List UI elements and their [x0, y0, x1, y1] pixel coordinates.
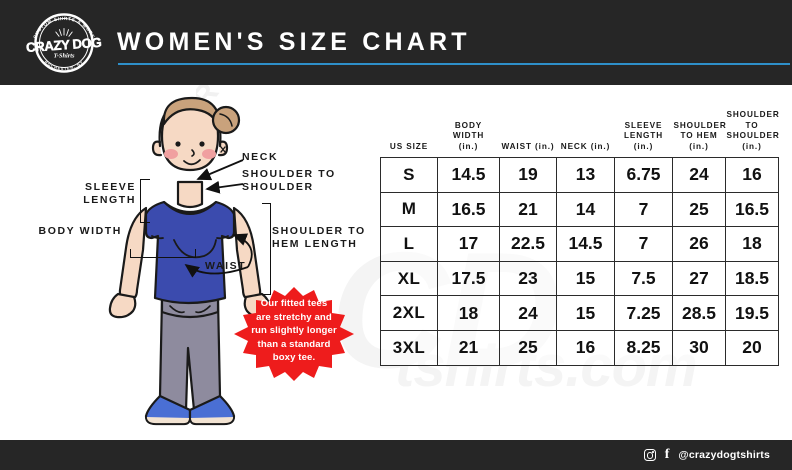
footer-bar: f @crazydogtshirts: [0, 440, 792, 470]
social-handle[interactable]: @crazydogtshirts: [678, 449, 770, 461]
cell-neck: 14: [556, 191, 615, 228]
cell-body-width: 17.5: [437, 260, 500, 297]
label-neck: NECK: [242, 151, 279, 163]
fit-note-line-4: than a standard: [257, 338, 331, 350]
cell-sleeve-length: 6.75: [614, 157, 673, 193]
cell-sleeve-length: 7.5: [614, 260, 673, 297]
cell-shoulder-to-hem: 30: [672, 329, 726, 366]
cell-shoulder-to-shoulder: 19.5: [725, 295, 779, 331]
size-chart-table: US SIZE BODY WIDTH (in.) WAIST (in.) NEC…: [380, 110, 779, 366]
cell-body-width: 14.5: [437, 157, 500, 193]
bracket-body-width: [130, 249, 196, 258]
cell-sleeve-length: 7.25: [614, 295, 673, 331]
table-head: US SIZE BODY WIDTH (in.) WAIST (in.) NEC…: [381, 110, 779, 158]
cell-shoulder-to-shoulder: 18.5: [725, 260, 779, 297]
svg-text:T-Shirts: T-Shirts: [53, 53, 75, 60]
crazy-dog-logo: CUSTOM SHIRTS & MORE ROCHESTER, NY CRAZY…: [25, 13, 103, 73]
fit-note-line-3: run slightly longer: [251, 325, 337, 337]
fit-note-text: Our fitted tees are stretchy and run sli…: [228, 297, 360, 365]
col-header-waist: WAIST (in.): [501, 141, 555, 151]
cell-waist: 25: [499, 329, 557, 366]
col-header-neck: NECK (in.): [560, 141, 611, 151]
cell-body-width: 17: [437, 226, 500, 262]
table-row: 2XL 18 24 15 7.25 28.5 19.5: [380, 295, 779, 331]
cell-shoulder-to-hem: 28.5: [672, 295, 726, 331]
cell-shoulder-to-shoulder: 16.5: [725, 191, 779, 228]
instagram-icon[interactable]: [643, 449, 656, 461]
table-body: S 14.5 19 13 6.75 24 16 M 16.5 21 14 7 2…: [380, 157, 779, 366]
cell-neck: 16: [556, 329, 615, 366]
table-row: S 14.5 19 13 6.75 24 16: [380, 157, 779, 193]
title-accent-rule: [118, 63, 790, 65]
bracket-sleeve-length: [140, 179, 150, 223]
social-links: f @crazydogtshirts: [643, 440, 770, 470]
cell-neck: 15: [556, 260, 615, 297]
svg-text:CRAZY DOG: CRAZY DOG: [26, 35, 102, 55]
fit-note-line-5: boxy tee.: [272, 352, 316, 364]
table-row: XL 17.5 23 15 7.5 27 18.5: [380, 260, 779, 297]
table-header-row: US SIZE BODY WIDTH (in.) WAIST (in.) NEC…: [381, 110, 779, 158]
cell-neck: 15: [556, 295, 615, 331]
cell-size: 2XL: [380, 295, 438, 331]
fit-note-starburst: [234, 287, 354, 381]
cell-shoulder-to-hem: 26: [672, 226, 726, 262]
cell-shoulder-to-hem: 24: [672, 157, 726, 193]
col-header-body-width: BODY WIDTH (in.): [452, 120, 485, 151]
cell-sleeve-length: 8.25: [614, 329, 673, 366]
cell-waist: 23: [499, 260, 557, 297]
label-sleeve-length: SLEEVE LENGTH: [83, 181, 136, 206]
woman-figure-illustration: [90, 90, 290, 435]
cell-neck: 13: [556, 157, 615, 193]
cell-shoulder-to-hem: 27: [672, 260, 726, 297]
page-title: WOMEN'S SIZE CHART: [117, 28, 471, 56]
cell-body-width: 16.5: [437, 191, 500, 228]
label-shoulder-to-shoulder: SHOULDER TO SHOULDER: [242, 168, 336, 193]
cell-size: 3XL: [380, 329, 438, 366]
cell-shoulder-to-hem: 25: [672, 191, 726, 228]
cell-sleeve-length: 7: [614, 191, 673, 228]
fit-note-line-1: Our fitted tees: [260, 298, 328, 309]
cell-size: S: [380, 157, 438, 193]
cell-sleeve-length: 7: [614, 226, 673, 262]
cell-waist: 24: [499, 295, 557, 331]
col-header-us-size: US SIZE: [389, 141, 429, 151]
col-header-shoulder-to-shoulder: SHOULDER TO SHOULDER (in.): [726, 110, 780, 151]
cell-shoulder-to-shoulder: 20: [725, 329, 779, 366]
header-bar: CUSTOM SHIRTS & MORE ROCHESTER, NY CRAZY…: [0, 0, 792, 85]
label-waist: WAIST: [205, 260, 247, 272]
cell-neck: 14.5: [556, 226, 615, 262]
table-row: 3XL 21 25 16 8.25 30 20: [380, 329, 779, 366]
col-header-shoulder-to-hem: SHOULDER TO HEM (in.): [673, 120, 727, 151]
cell-body-width: 18: [437, 295, 500, 331]
cell-shoulder-to-shoulder: 16: [725, 157, 779, 193]
table-row: L 17 22.5 14.5 7 26 18: [380, 226, 779, 262]
chart-body: CUSTOM SHIRTS & MORE CD tshirts.com: [0, 85, 792, 440]
svg-text:ROCHESTER, NY: ROCHESTER, NY: [44, 60, 85, 71]
label-body-width: BODY WIDTH: [38, 225, 122, 237]
cell-size: XL: [380, 260, 438, 297]
cell-shoulder-to-shoulder: 18: [725, 226, 779, 262]
cell-body-width: 21: [437, 329, 500, 366]
col-header-sleeve-length: SLEEVE LENGTH (in.): [623, 120, 664, 151]
size-chart-table-wrapper: US SIZE BODY WIDTH (in.) WAIST (in.) NEC…: [380, 110, 779, 366]
fit-note-line-2: are stretchy and: [256, 311, 332, 323]
label-shoulder-to-hem-length: SHOULDER TO HEM LENGTH: [272, 225, 366, 250]
facebook-icon[interactable]: f: [664, 447, 670, 462]
cell-waist: 21: [499, 191, 557, 228]
cell-waist: 19: [499, 157, 557, 193]
cell-size: L: [380, 226, 438, 262]
cell-waist: 22.5: [499, 226, 557, 262]
cell-size: M: [380, 191, 438, 228]
bracket-shoulder-to-hem: [262, 203, 271, 295]
table-row: M 16.5 21 14 7 25 16.5: [380, 191, 779, 228]
